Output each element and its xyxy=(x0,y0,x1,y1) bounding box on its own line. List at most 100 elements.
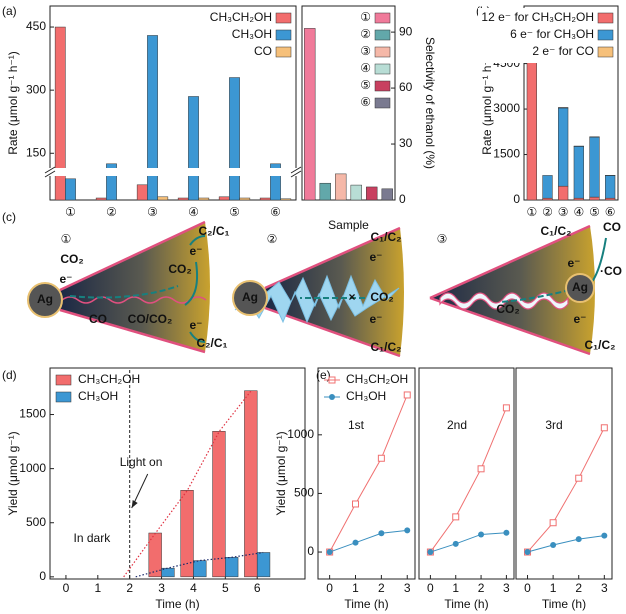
legend-swatch xyxy=(597,46,614,58)
marker xyxy=(550,542,557,549)
x-tick-label: 2 xyxy=(126,581,133,595)
annotation: In dark xyxy=(74,531,112,545)
cone-edge xyxy=(429,224,591,356)
bar xyxy=(193,560,207,578)
legend-swatch xyxy=(374,46,391,58)
bar xyxy=(558,185,569,201)
diagram-label: C₁/C₂ xyxy=(541,224,572,238)
plot-frame xyxy=(301,5,396,201)
legend-swatch xyxy=(275,12,292,24)
x-tick-label: 0 xyxy=(63,581,70,595)
bar xyxy=(136,184,148,201)
diagram-label: C₁/C₂ xyxy=(585,338,616,352)
diagram-label: C₂/C₁ xyxy=(199,224,230,238)
break-mark xyxy=(44,170,56,178)
series-line xyxy=(429,407,507,553)
panel-label: (d) xyxy=(2,368,17,382)
x-tick-label: ③ xyxy=(147,205,158,219)
axis-break xyxy=(44,168,302,176)
marker xyxy=(601,532,608,539)
x-axis-title: Time (h) xyxy=(155,597,199,611)
legend-label: 6 e⁻ for CH₃OH xyxy=(510,27,594,41)
legend-swatch xyxy=(374,12,391,24)
y-axis-title: Yield (μmol g⁻¹) xyxy=(274,431,288,515)
x-tick-label: ② xyxy=(106,205,117,219)
legend-label: CH₃CH₂OH xyxy=(346,372,408,386)
panel-number: ② xyxy=(267,232,278,246)
bar xyxy=(542,197,553,201)
bar xyxy=(589,196,600,201)
y-tick-label: 500 xyxy=(294,486,314,500)
bar xyxy=(573,197,584,201)
x-tick-label: ② xyxy=(542,205,553,219)
y2-axis-title: Selectivity of ethanol (%) xyxy=(423,37,437,169)
marker xyxy=(452,513,460,521)
bar xyxy=(180,490,194,578)
y2-tick-label: 90 xyxy=(399,24,413,38)
marker xyxy=(352,500,360,508)
ag-label: Ag xyxy=(242,290,258,304)
y2-tick-label: 30 xyxy=(399,136,413,150)
y-tick-label: 1000 xyxy=(287,427,314,441)
bar xyxy=(573,146,584,199)
trend-line xyxy=(123,390,252,578)
diagram-label: e⁻ xyxy=(369,250,382,264)
bar xyxy=(239,197,251,201)
ag-particle xyxy=(565,273,595,303)
ag-particle xyxy=(27,282,63,318)
marker xyxy=(452,540,459,547)
legend-label: ⑥ xyxy=(360,95,371,109)
annotation: Light on xyxy=(120,455,163,469)
y2-tick-label: 0 xyxy=(399,192,406,206)
cone-edge xyxy=(59,220,206,354)
plot-frame xyxy=(515,367,613,580)
legend-label: CH₃OH xyxy=(346,389,386,403)
legend-swatch xyxy=(275,46,292,58)
x-axis-title: Time (h) xyxy=(444,597,488,611)
legend-label: 2 e⁻ for CO xyxy=(532,44,594,58)
subplot-title: 3rd xyxy=(545,418,562,432)
x-tick-label: 3 xyxy=(503,581,510,595)
arrow xyxy=(189,331,206,343)
arrow xyxy=(184,261,198,306)
diagram-label: e⁻ xyxy=(59,272,72,286)
bar xyxy=(147,35,158,201)
ag-label: Ag xyxy=(572,280,588,294)
legend-label: CH₃OH xyxy=(232,27,272,41)
diagram-label: C₂/C₁ xyxy=(197,336,228,350)
marker xyxy=(524,549,531,556)
plot-frame xyxy=(49,5,297,201)
marker xyxy=(377,454,385,462)
legend-swatch xyxy=(374,29,391,41)
bar xyxy=(198,197,210,201)
x-tick-label: 4 xyxy=(190,581,197,595)
legend-label: ① xyxy=(360,10,371,24)
diagram-label: CO₂ xyxy=(370,290,393,304)
bar xyxy=(335,173,347,201)
diagram-label: CO xyxy=(603,220,621,234)
legend-swatch xyxy=(597,12,614,24)
bar xyxy=(280,198,292,201)
bar xyxy=(65,178,76,201)
bar xyxy=(589,136,600,198)
diagram-label: ·CO xyxy=(600,264,622,278)
y-tick-label: 500 xyxy=(26,515,46,529)
y-tick-label: 0 xyxy=(307,544,314,558)
bar xyxy=(558,107,569,187)
bar xyxy=(381,188,393,201)
ag-label: Ag xyxy=(37,292,53,306)
marker xyxy=(378,530,385,537)
marker xyxy=(403,391,411,399)
diagram-label: C₁/C₂ xyxy=(371,340,402,354)
x-tick-label: ④ xyxy=(573,205,584,219)
legend-label: ② xyxy=(360,27,371,41)
legend-label: 12 e⁻ for CH₃CH₂OH xyxy=(481,10,594,24)
marker xyxy=(503,529,510,536)
legend-label: ⑤ xyxy=(360,78,371,92)
y-tick-label: 1000 xyxy=(19,461,46,475)
bar xyxy=(244,390,258,578)
x-tick-label: 2 xyxy=(478,581,485,595)
diagram-label: e⁻ xyxy=(189,318,202,332)
y2-tick-label: 60 xyxy=(399,80,413,94)
